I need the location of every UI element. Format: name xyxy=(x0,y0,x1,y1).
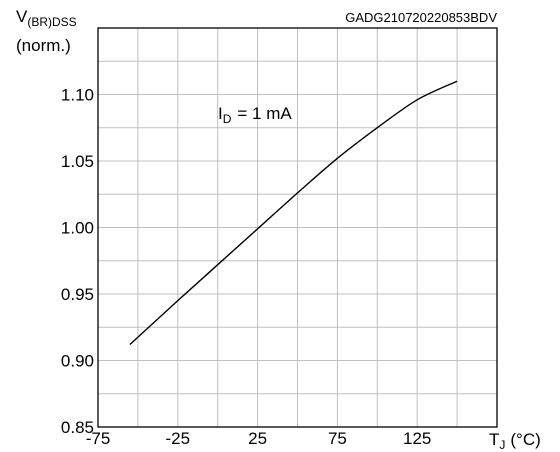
x-axis-label-subscript: J xyxy=(499,438,505,452)
tick-labels: -75 -25 25 75 125 0.85 0.90 0.95 1.00 1.05 1.10 xyxy=(61,86,431,449)
x-axis-label-unit: (°C) xyxy=(510,430,540,449)
annotation-text: = 1 mA xyxy=(237,104,292,123)
test-condition-annotation: ID = 1 mA xyxy=(218,104,292,126)
reference-code: GADG210720220853BDV xyxy=(345,10,497,25)
x-tick-label: -25 xyxy=(166,429,191,448)
y-axis-unit: (norm.) xyxy=(16,36,71,55)
y-axis-label: V(BR)DSS xyxy=(16,7,77,29)
y-tick-label: 0.95 xyxy=(61,285,94,304)
y-tick-label: 0.85 xyxy=(61,418,94,437)
series-group xyxy=(129,80,458,346)
x-tick-label: -75 xyxy=(86,429,111,448)
annotation-main: I xyxy=(218,104,223,123)
y-tick-label: 1.10 xyxy=(61,86,94,105)
y-tick-label: 0.90 xyxy=(61,352,94,371)
series-line xyxy=(129,80,458,346)
x-tick-label: 125 xyxy=(403,429,431,448)
x-tick-label: 25 xyxy=(248,429,267,448)
annotation-subscript: D xyxy=(223,112,232,126)
plot-frame xyxy=(97,27,498,428)
x-axis-label: TJ (°C) xyxy=(489,430,541,452)
y-tick-label: 1.00 xyxy=(61,219,94,238)
grid xyxy=(97,27,498,428)
x-axis-label-main: T xyxy=(489,430,499,449)
y-axis-label-subscript: (BR)DSS xyxy=(27,15,76,29)
y-tick-label: 1.05 xyxy=(61,152,94,171)
x-tick-label: 75 xyxy=(328,429,347,448)
y-axis-label-main: V xyxy=(16,7,28,26)
